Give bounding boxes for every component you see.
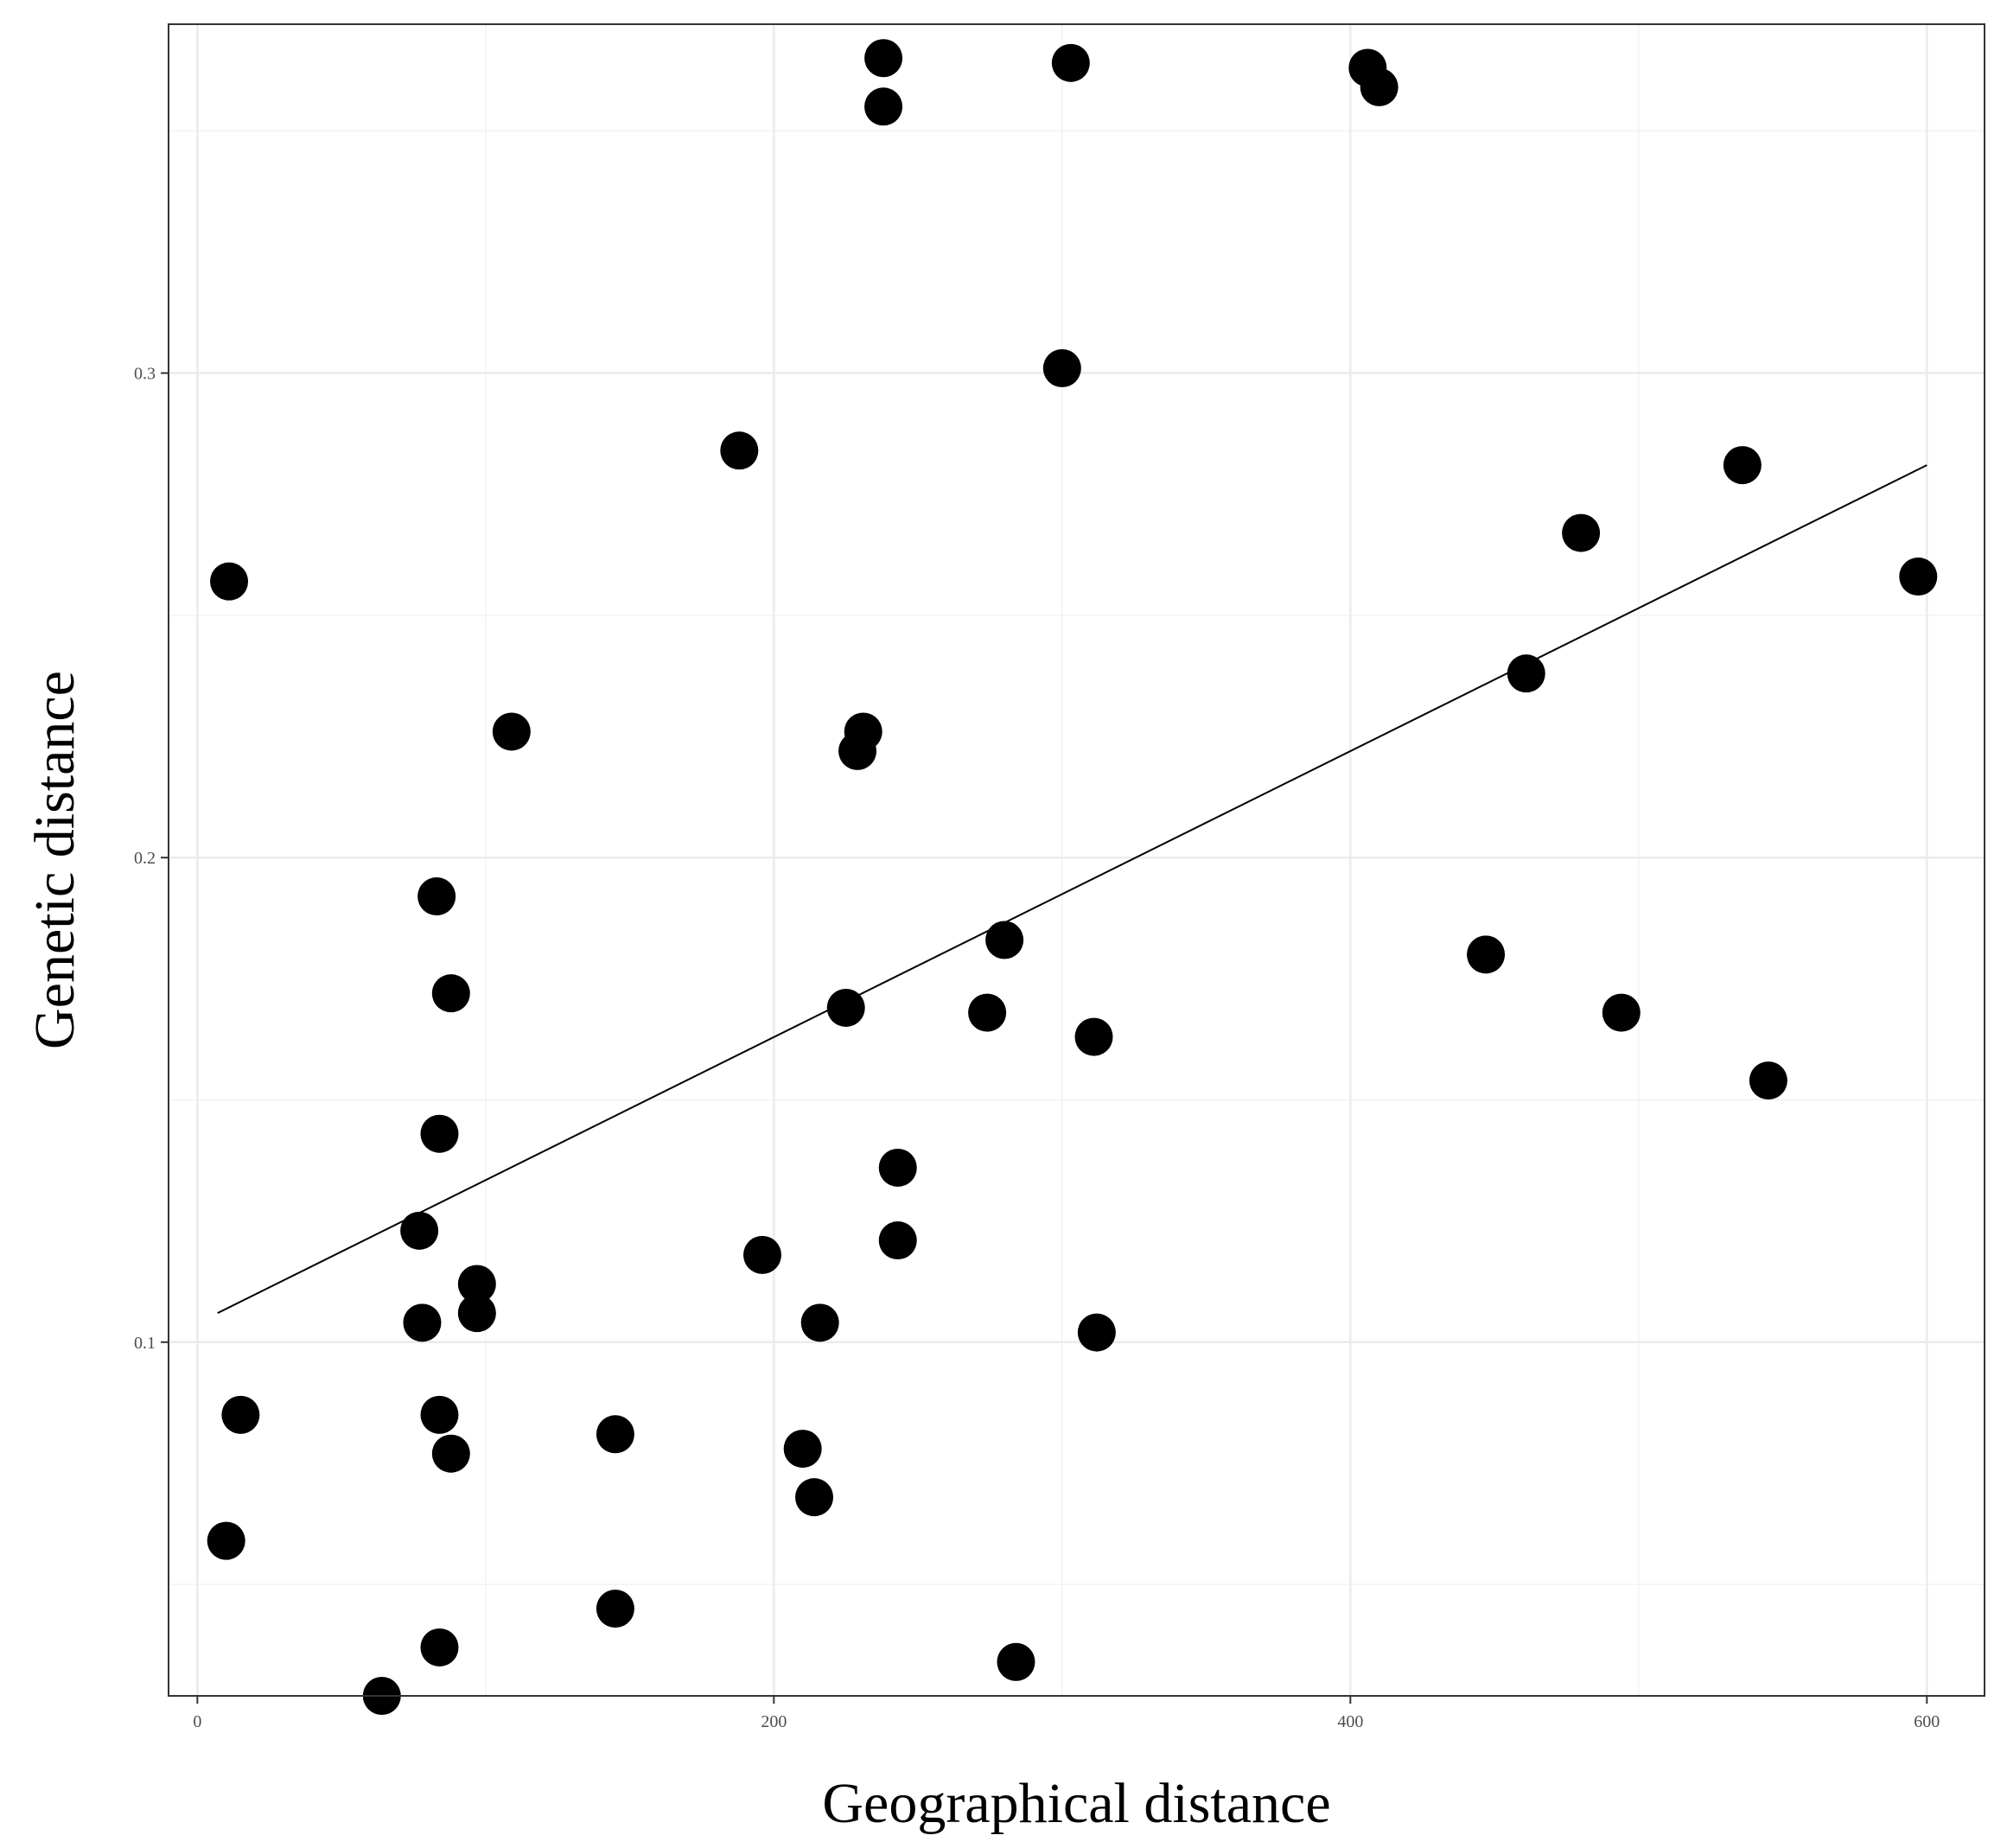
data-point: [1507, 654, 1545, 693]
data-point: [864, 87, 903, 126]
data-point: [417, 877, 456, 916]
data-point: [207, 1521, 245, 1560]
trend-line: [217, 464, 1927, 1315]
data-point: [403, 1303, 442, 1342]
x-tick-label: 400: [1337, 1712, 1363, 1731]
data-point: [457, 1294, 496, 1333]
x-axis-ticks: 0 200 400 600: [193, 1696, 1940, 1731]
data-point: [1723, 446, 1762, 485]
data-point: [985, 921, 1024, 959]
data-point: [431, 1434, 470, 1473]
data-point: [1562, 513, 1601, 552]
y-tick-label: 0.3: [134, 365, 156, 384]
y-axis-title: Genetic distance: [23, 671, 86, 1049]
y-axis-ticks: 0.1 0.2 0.3: [134, 365, 169, 1353]
data-point: [1042, 349, 1081, 388]
data-point: [1360, 67, 1399, 106]
data-point: [1051, 43, 1090, 82]
data-point: [720, 431, 759, 470]
data-point: [431, 974, 470, 1013]
data-point: [838, 731, 877, 770]
data-point: [492, 712, 531, 751]
data-point: [210, 562, 249, 601]
x-tick-label: 200: [761, 1712, 787, 1731]
data-point: [783, 1430, 822, 1469]
data-point: [596, 1415, 634, 1454]
data-point: [596, 1590, 634, 1628]
trend-line-group: [217, 464, 1927, 1315]
data-point: [878, 1221, 917, 1260]
panel-border: [168, 23, 1985, 1697]
data-point: [742, 1235, 781, 1274]
data-points: [207, 39, 1938, 1715]
x-tick-label: 0: [193, 1712, 201, 1731]
y-tick-label: 0.1: [134, 1334, 156, 1353]
data-point: [878, 1148, 917, 1187]
data-point: [221, 1395, 260, 1434]
data-point: [420, 1628, 459, 1666]
data-point: [1899, 558, 1938, 596]
data-point: [1467, 935, 1506, 974]
data-point: [400, 1211, 439, 1250]
data-point: [997, 1642, 1035, 1681]
data-point: [1749, 1061, 1787, 1100]
data-point: [800, 1303, 839, 1342]
data-point: [457, 1265, 496, 1303]
x-axis-title: Geographical distance: [822, 1772, 1330, 1835]
x-tick-label: 600: [1914, 1712, 1940, 1731]
data-point: [1074, 1017, 1113, 1056]
y-tick-label: 0.2: [134, 849, 156, 868]
data-point: [826, 988, 865, 1027]
data-point: [795, 1478, 834, 1517]
data-point: [968, 993, 1007, 1032]
data-point: [1602, 993, 1641, 1032]
data-point: [1077, 1313, 1116, 1352]
data-point: [864, 39, 903, 78]
data-point: [420, 1114, 459, 1153]
data-point: [420, 1395, 459, 1434]
